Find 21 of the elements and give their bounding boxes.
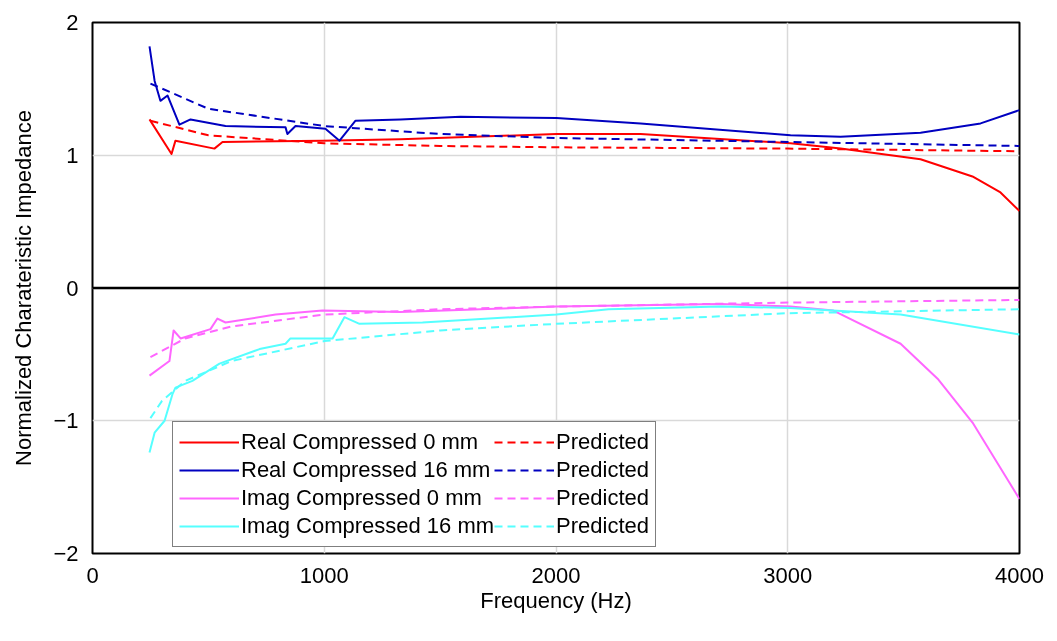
legend-label: Predicted xyxy=(556,512,650,540)
x-tick-label: 1000 xyxy=(299,562,349,588)
line-series xyxy=(148,305,1020,454)
legend-label: Imag Compressed 16 mm xyxy=(241,512,495,540)
legend-label: Real Compressed 16 mm xyxy=(241,456,491,484)
legend-label: Imag Compressed 0 mm xyxy=(241,484,482,512)
x-tick-label: 3000 xyxy=(763,562,813,588)
y-tick-label: 0 xyxy=(66,275,79,301)
legend-label: Predicted xyxy=(556,484,650,512)
legend-label: Real Compressed 0 mm xyxy=(241,428,479,456)
y-tick-label: −2 xyxy=(53,541,79,566)
legend-label: Predicted xyxy=(556,456,650,484)
x-axis-title: Frequency (Hz) xyxy=(480,587,632,613)
x-tick-label: 4000 xyxy=(995,562,1044,588)
x-tick-label: 0 xyxy=(86,562,99,588)
x-tick-label: 2000 xyxy=(531,562,581,588)
y-tick-label: 1 xyxy=(66,142,79,168)
legend-label: Predicted xyxy=(556,428,650,456)
y-tick-label: 2 xyxy=(66,10,79,35)
y-tick-label: −1 xyxy=(53,408,79,434)
y-axis-title: Normalized Charateristic Impedance xyxy=(11,110,37,466)
